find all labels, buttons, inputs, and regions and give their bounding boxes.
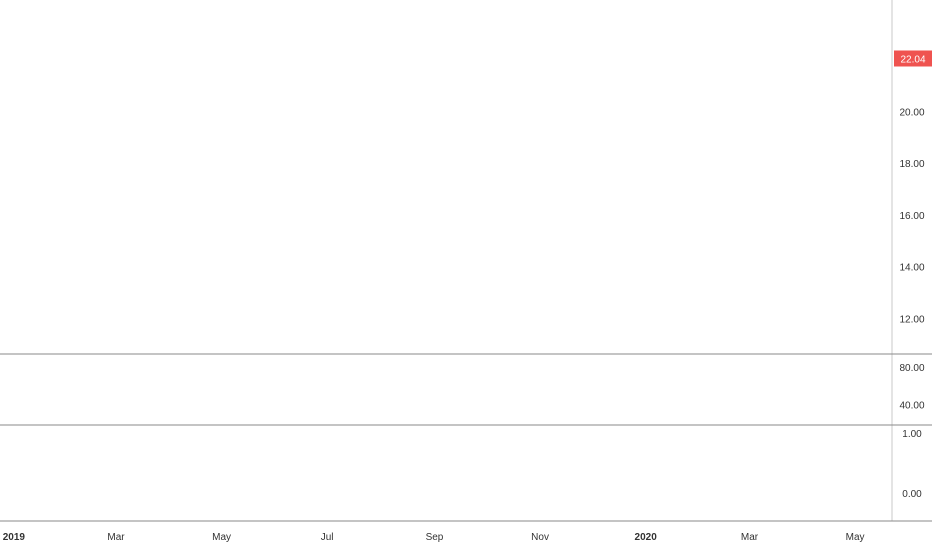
time-tick-label: Nov [531,532,549,543]
macd-tick-label: 0.00 [902,489,922,500]
price-tick-label: 16.00 [899,211,924,222]
time-tick-label: Sep [426,532,444,543]
time-tick-label: 2020 [635,532,658,543]
time-tick-label: May [846,532,865,543]
price-tick-label: 18.00 [899,159,924,170]
rsi-tick-label: 40.00 [899,400,924,411]
price-tick-label: 14.00 [899,263,924,274]
last-price-label: 22.04 [900,54,925,65]
time-tick-label: 2019 [3,532,26,543]
macd-tick-label: 1.00 [902,429,922,440]
time-tick-label: May [212,532,231,543]
price-tick-label: 20.00 [899,107,924,118]
time-tick-label: Jul [321,532,334,543]
time-tick-label: Mar [741,532,759,543]
rsi-tick-label: 80.00 [899,363,924,374]
last-price-badge [894,50,932,67]
time-tick-label: Mar [107,532,125,543]
price-tick-label: 12.00 [899,314,924,325]
